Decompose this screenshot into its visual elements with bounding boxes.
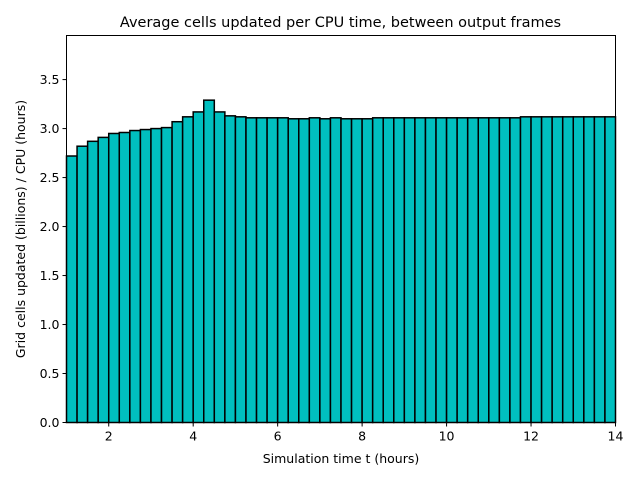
bar (86, 140, 99, 424)
bar (129, 129, 142, 424)
x-tick-label: 6 (274, 429, 282, 444)
x-tick-label: 12 (523, 429, 539, 444)
x-tick-label: 10 (439, 429, 455, 444)
bar (203, 99, 216, 424)
y-tick-label: 1.5 (40, 268, 60, 283)
bar (266, 117, 279, 424)
bar (488, 117, 501, 424)
bar (329, 117, 342, 424)
bar (382, 117, 395, 424)
bar (593, 116, 606, 424)
bar (456, 117, 469, 424)
x-axis-label: Simulation time t (hours) (263, 451, 420, 466)
x-tick-label: 4 (189, 429, 197, 444)
bar (361, 118, 374, 424)
bar (393, 117, 406, 424)
y-tick-label: 3.0 (40, 121, 60, 136)
bar (76, 145, 89, 424)
bar (308, 117, 321, 424)
x-tick-label: 2 (105, 429, 113, 444)
x-tick-label: 14 (608, 429, 624, 444)
bars-group (65, 99, 617, 424)
bar (530, 116, 543, 424)
y-axis: 0.0 0.5 1.0 1.5 2.0 2.5 3.0 3.5 (40, 72, 67, 430)
bar (424, 117, 437, 424)
bar (435, 117, 448, 424)
bar (561, 116, 575, 424)
bar (181, 116, 194, 424)
bar (160, 126, 173, 424)
x-axis: 2 4 6 8 10 12 14 (105, 422, 624, 444)
bar (604, 116, 617, 424)
bar (224, 115, 237, 424)
bar (403, 117, 416, 424)
y-tick-label: 1.0 (40, 317, 60, 332)
bar (498, 117, 511, 424)
bar (234, 116, 247, 424)
bar (477, 117, 490, 424)
bar (414, 117, 427, 424)
bar (97, 136, 110, 424)
bar (319, 118, 332, 424)
bar (276, 117, 289, 424)
bar (139, 128, 152, 424)
bar (118, 131, 131, 424)
bar (509, 117, 522, 424)
bar (150, 127, 163, 424)
y-axis-label: Grid cells updated (billions) / CPU (hou… (13, 100, 28, 358)
bar (213, 111, 226, 424)
bar (466, 117, 480, 424)
bar (340, 118, 353, 424)
bar (192, 111, 205, 424)
bar (519, 116, 532, 424)
plot-frame (66, 35, 616, 423)
bar (107, 132, 121, 424)
y-tick-label: 2.0 (40, 219, 60, 234)
bar (572, 116, 585, 424)
y-tick-label: 0.0 (40, 415, 60, 430)
bar (583, 116, 596, 424)
y-tick-label: 3.5 (40, 72, 60, 87)
y-tick-label: 2.5 (40, 170, 60, 185)
bar (551, 116, 564, 424)
bar (255, 117, 268, 424)
bar (540, 116, 553, 424)
y-tick-label: 0.5 (40, 366, 60, 381)
bar (245, 117, 258, 424)
bar (171, 120, 184, 424)
x-tick-label: 8 (358, 429, 366, 444)
chart-title: Average cells updated per CPU time, betw… (120, 15, 561, 31)
bar (298, 118, 311, 424)
bar (445, 117, 458, 424)
bar (287, 118, 300, 424)
bar (371, 117, 384, 424)
bar (65, 155, 78, 424)
bar (350, 118, 363, 424)
